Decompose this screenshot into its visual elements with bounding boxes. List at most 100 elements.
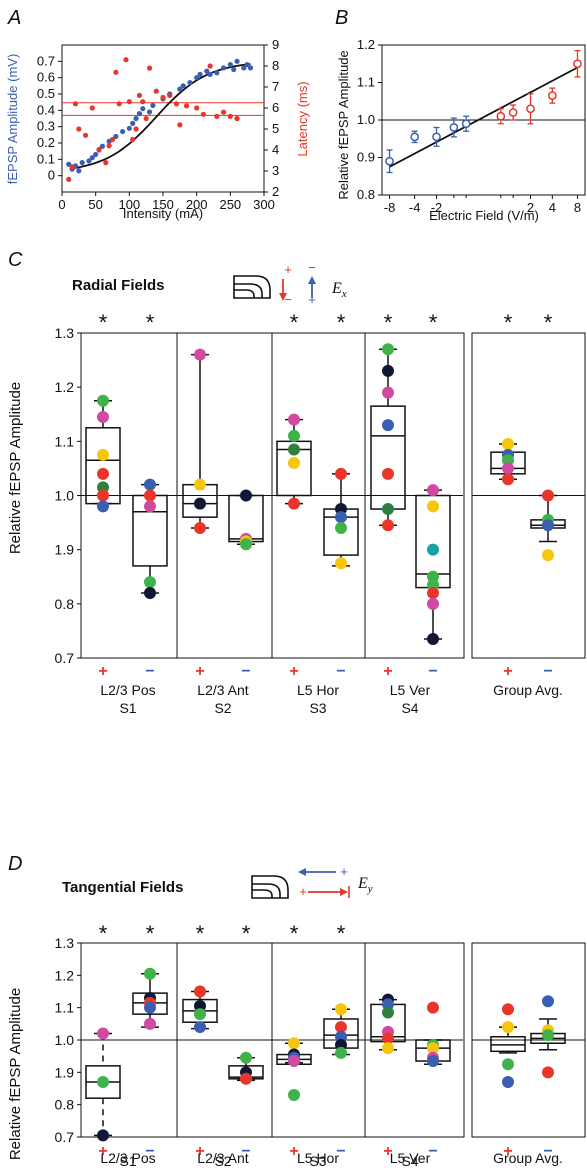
panel-b-ylabel: Relative fEPSP Amplitude	[336, 50, 351, 199]
tick-label: 0.6	[37, 70, 55, 85]
amplitude-point	[126, 125, 132, 131]
animal-point	[97, 394, 109, 407]
animal-point	[382, 343, 394, 356]
amplitude-point	[194, 75, 200, 81]
group-label: Group Avg.	[493, 682, 563, 698]
box	[490, 1036, 526, 1053]
animal-point	[335, 1046, 347, 1059]
panel-c: C Radial Fields + − − + Ex 0.7 0.8 1.9 1.0 1…	[7, 249, 586, 716]
group-label: L2/3 Ant	[197, 1150, 248, 1166]
tick-label: 0.4	[37, 102, 55, 117]
animal-point	[240, 1051, 252, 1064]
tick-label: 4	[272, 142, 279, 157]
negative-field-sign: −	[336, 1143, 345, 1160]
animal-point	[194, 348, 206, 361]
positive-field-sign: +	[289, 663, 298, 680]
group-label: L5 Hor	[297, 1150, 339, 1166]
panel-d: D Tangential Fields + + Ey 0.7 0.8 1.9 1.0 1…	[7, 853, 586, 1168]
svg-text:+: +	[299, 884, 307, 899]
panel-c-letter: C	[8, 249, 23, 271]
panel-d-boxes	[85, 967, 566, 1142]
tick-label: 1.2	[55, 967, 75, 983]
tick-label: 3	[272, 163, 279, 178]
latency-point	[200, 111, 206, 117]
panel-a: A 0 0.10.20.3 0.40.50.6 0.7 2 3 4 5 6 7 8 9 0 50 100…	[5, 7, 310, 221]
tick-label: 8	[574, 200, 581, 215]
animal-point	[144, 576, 156, 589]
animal-point	[144, 1017, 156, 1030]
animal-point	[382, 467, 394, 480]
group-label: L2/3 Pos	[100, 1150, 155, 1166]
panel-a-ylabel-left: fEPSP Amplitude (mV)	[5, 54, 20, 185]
panel-b-y-ticks: 0.8 0.9 1.0 1.1 1.2	[357, 37, 382, 202]
latency-point	[153, 88, 159, 94]
negative-field-sign: −	[543, 663, 552, 680]
latency-point	[103, 160, 109, 166]
panel-b-letter: B	[335, 7, 348, 29]
panel-c-title: Radial Fields	[72, 277, 165, 294]
significance-star: *	[290, 921, 299, 946]
animal-point	[194, 1008, 206, 1021]
significance-star: *	[337, 310, 346, 335]
animal-point	[144, 489, 156, 502]
amplitude-point	[247, 65, 254, 71]
tick-label: 0.5	[37, 86, 55, 101]
tick-label: 1.3	[55, 935, 75, 951]
data-point	[410, 132, 420, 142]
tick-label: 5	[272, 121, 279, 136]
data-point	[508, 108, 518, 117]
tick-label: 300	[253, 197, 275, 212]
tick-label: 1.9	[55, 1064, 75, 1080]
panel-a-letter: A	[7, 7, 21, 29]
latency-point	[72, 101, 79, 107]
panel-a-right-ticks: 2 3 4 5 6 7 8 9	[264, 37, 279, 199]
animal-point	[502, 1003, 514, 1016]
tick-label: 1.0	[357, 112, 375, 127]
panel-d-frames	[80, 942, 586, 1138]
tick-label: 0.2	[37, 135, 55, 150]
significance-star: *	[429, 310, 438, 335]
group-sublabel: S4	[401, 1153, 418, 1168]
latency-point	[76, 126, 82, 132]
latency-point	[183, 103, 190, 109]
animal-point	[288, 497, 300, 510]
positive-field-sign: +	[289, 1143, 298, 1160]
amplitude-point	[140, 106, 146, 112]
latency-point	[113, 69, 119, 75]
tick-label: 1.9	[55, 542, 75, 558]
latency-point	[123, 57, 129, 63]
animal-point	[502, 1076, 514, 1089]
animal-point	[542, 519, 554, 532]
regression-line	[389, 66, 578, 168]
animal-point	[382, 1032, 394, 1045]
radial-field-arrows-icon: + − − +	[279, 260, 316, 307]
panel-d-field-symbol: Ey	[357, 875, 373, 895]
group-sublabel: S4	[401, 700, 418, 716]
positive-field-sign: +	[195, 663, 204, 680]
latency-point	[207, 63, 213, 69]
amplitude-point	[130, 120, 136, 126]
animal-point	[144, 967, 156, 980]
positive-field-sign: +	[503, 663, 512, 680]
amplitude-point	[89, 155, 95, 161]
tick-label: 8	[272, 58, 279, 73]
tick-label: -4	[409, 200, 421, 215]
amplitude-point	[197, 71, 203, 77]
animal-point	[240, 538, 252, 551]
latency-point	[160, 94, 166, 101]
tick-label: -8	[384, 200, 396, 215]
positive-field-sign: +	[383, 1143, 392, 1160]
amplitude-point	[207, 71, 213, 77]
negative-field-sign: −	[241, 1143, 250, 1160]
animal-point	[542, 995, 554, 1008]
panel-b-x-ticks: -8 -4 -2 2 4 8	[384, 195, 581, 215]
latency-point	[227, 113, 233, 119]
amplitude-point	[93, 151, 99, 158]
animal-point	[194, 522, 206, 534]
panel-c-signs: + − + − + − + − + −	[98, 663, 552, 680]
svg-text:−: −	[308, 260, 316, 275]
animal-point	[542, 489, 554, 502]
tick-label: 1.0	[55, 1032, 75, 1048]
amplitude-point	[187, 79, 193, 86]
